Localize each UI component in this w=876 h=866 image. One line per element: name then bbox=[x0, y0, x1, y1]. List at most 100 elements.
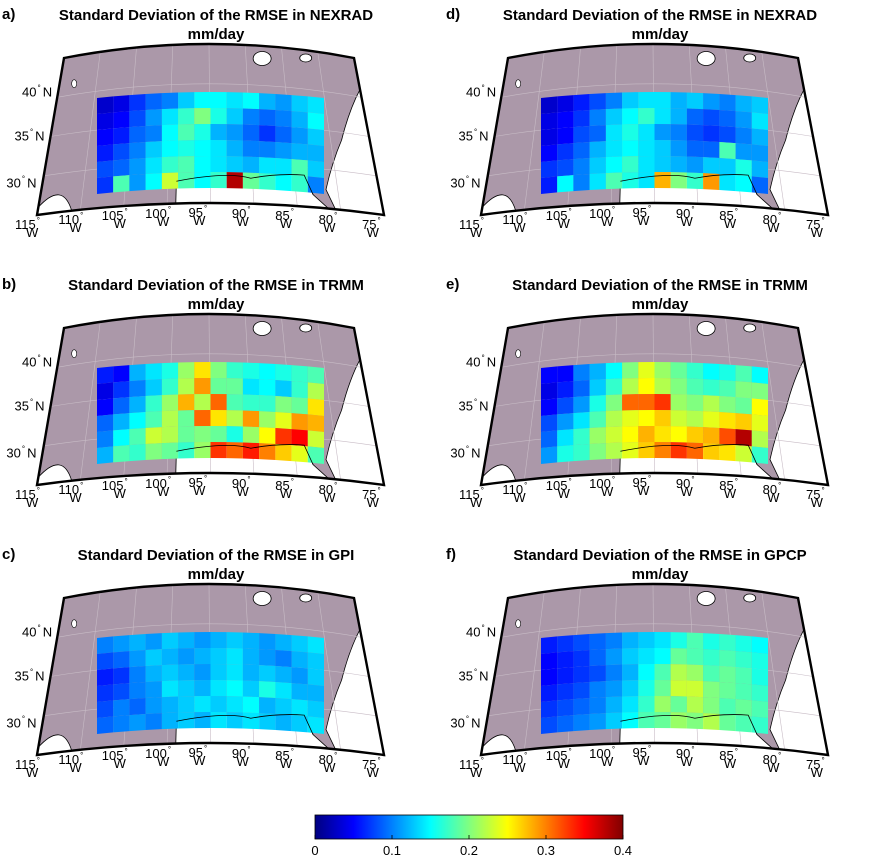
heatmap-cell bbox=[113, 111, 130, 129]
heatmap-cell bbox=[557, 175, 574, 193]
lon-tick-label: 75° W bbox=[806, 486, 825, 510]
heatmap-cell bbox=[573, 142, 590, 160]
heatmap-cell bbox=[210, 426, 227, 443]
heatmap-cell bbox=[145, 395, 162, 412]
heatmap-cell bbox=[291, 683, 308, 701]
heatmap-cell bbox=[259, 109, 276, 126]
heatmap-cell bbox=[178, 140, 195, 157]
heatmap-cell bbox=[97, 684, 114, 702]
heatmap-cell bbox=[275, 380, 292, 398]
heatmap-cell bbox=[113, 635, 130, 653]
lon-tick-label: 105° W bbox=[546, 477, 572, 501]
panel-title: Standard Deviation of the RMSE in GPI mm… bbox=[26, 546, 406, 584]
lon-tick-label: 75° W bbox=[806, 756, 825, 780]
heatmap-cell bbox=[541, 112, 558, 130]
heatmap-cell bbox=[113, 667, 130, 685]
heatmap-cell bbox=[97, 652, 114, 670]
panel-c: c) Standard Deviation of the RMSE in GPI… bbox=[2, 540, 422, 795]
graticule-parallel bbox=[501, 353, 806, 368]
heatmap-cell bbox=[97, 716, 114, 734]
heatmap-cell bbox=[605, 664, 623, 682]
heatmap-cell bbox=[194, 696, 211, 713]
panel-label: c) bbox=[2, 546, 16, 563]
lon-tick-label: 75° W bbox=[362, 756, 381, 780]
heatmap-cell bbox=[226, 426, 243, 443]
heatmap-cell bbox=[129, 174, 146, 192]
heatmap-cell bbox=[242, 410, 260, 428]
heatmap-cell bbox=[129, 110, 146, 128]
heatmap-cell bbox=[275, 158, 292, 176]
heatmap-cell bbox=[541, 446, 558, 464]
heatmap-cell bbox=[573, 444, 590, 462]
heatmap-cell bbox=[161, 362, 179, 380]
heatmap-cell bbox=[670, 680, 687, 697]
lon-tick-label: 80° W bbox=[763, 751, 782, 775]
heatmap-cell bbox=[161, 92, 179, 110]
heatmap-cell bbox=[145, 363, 162, 380]
lon-tick-label: 105° W bbox=[546, 747, 572, 771]
heatmap-cell bbox=[210, 696, 227, 713]
lon-tick-label: 115° W bbox=[15, 486, 40, 510]
heatmap-cell bbox=[97, 446, 114, 464]
lon-tick-label: 100° W bbox=[589, 745, 615, 769]
heatmap-cell bbox=[670, 172, 687, 189]
heatmap-cell bbox=[307, 700, 324, 718]
heatmap-cell bbox=[178, 712, 195, 729]
heatmap-cell bbox=[275, 698, 292, 716]
heatmap-cell bbox=[259, 681, 276, 698]
heatmap-cell bbox=[242, 140, 260, 158]
lon-tick-label: 80° W bbox=[763, 481, 782, 505]
panel-label: d) bbox=[446, 6, 461, 23]
heatmap-cell bbox=[259, 697, 276, 714]
heatmap-cell bbox=[541, 716, 558, 734]
heatmap-cell bbox=[703, 665, 720, 682]
heatmap-cell bbox=[670, 394, 687, 411]
heatmap-cell bbox=[307, 144, 324, 162]
heatmap-cell bbox=[194, 362, 211, 379]
heatmap-cell bbox=[194, 712, 211, 729]
heatmap-cell bbox=[557, 413, 574, 431]
heatmap-cell bbox=[210, 442, 227, 459]
heatmap-cell bbox=[573, 174, 590, 192]
heatmap-cell bbox=[589, 427, 606, 444]
heatmap-cell bbox=[97, 668, 114, 686]
graticule-parallel bbox=[501, 623, 806, 638]
heatmap-cell bbox=[275, 126, 292, 144]
heatmap-cell bbox=[557, 127, 574, 145]
heatmap-cell bbox=[751, 160, 768, 178]
lon-tick-label: 110° W bbox=[58, 211, 83, 235]
heatmap-cell bbox=[573, 650, 590, 668]
map-plot: 40° N 35° N 30° N 115° W 110° W 105° W 100° W 95° W 90° W… bbox=[6, 312, 386, 510]
heatmap-cell bbox=[686, 442, 704, 460]
heatmap-cell bbox=[751, 176, 768, 194]
heatmap-cell bbox=[541, 700, 558, 718]
heatmap-cell bbox=[259, 157, 276, 174]
heatmap-cell bbox=[719, 428, 736, 446]
heatmap-cell bbox=[97, 366, 114, 384]
heatmap-cell bbox=[719, 396, 736, 414]
heatmap-cell bbox=[161, 156, 179, 174]
heatmap-cell bbox=[178, 648, 195, 665]
heatmap-cell bbox=[670, 92, 687, 109]
heatmap-cell bbox=[291, 95, 308, 113]
heatmap-cell bbox=[145, 109, 162, 126]
heatmap-cell bbox=[703, 713, 720, 730]
lon-tick-label: 85° W bbox=[275, 747, 294, 771]
heatmap-cell bbox=[307, 128, 324, 146]
heatmap-cell bbox=[275, 110, 292, 128]
lon-tick-label: 95° W bbox=[189, 204, 208, 228]
map-plot: 40° N 35° N 30° N 115° W 110° W 105° W 100° W 95° W 90° W… bbox=[450, 42, 830, 240]
heatmap-cell bbox=[654, 140, 671, 157]
heatmap-cell bbox=[638, 680, 655, 697]
lon-tick-label: 95° W bbox=[189, 474, 208, 498]
heatmap-cell bbox=[194, 378, 211, 395]
heatmap-cell bbox=[210, 712, 227, 729]
heatmap-cell bbox=[129, 698, 146, 716]
heatmap-cell bbox=[307, 684, 324, 702]
map-frame bbox=[35, 312, 386, 487]
panel-title: Standard Deviation of the RMSE in TRMM m… bbox=[470, 276, 850, 314]
lat-tick-label: 35° N bbox=[459, 668, 489, 684]
title-text: Standard Deviation of the RMSE in NEXRAD bbox=[58, 7, 374, 24]
heatmap-cell bbox=[178, 426, 195, 443]
heatmap-cell bbox=[113, 397, 130, 415]
